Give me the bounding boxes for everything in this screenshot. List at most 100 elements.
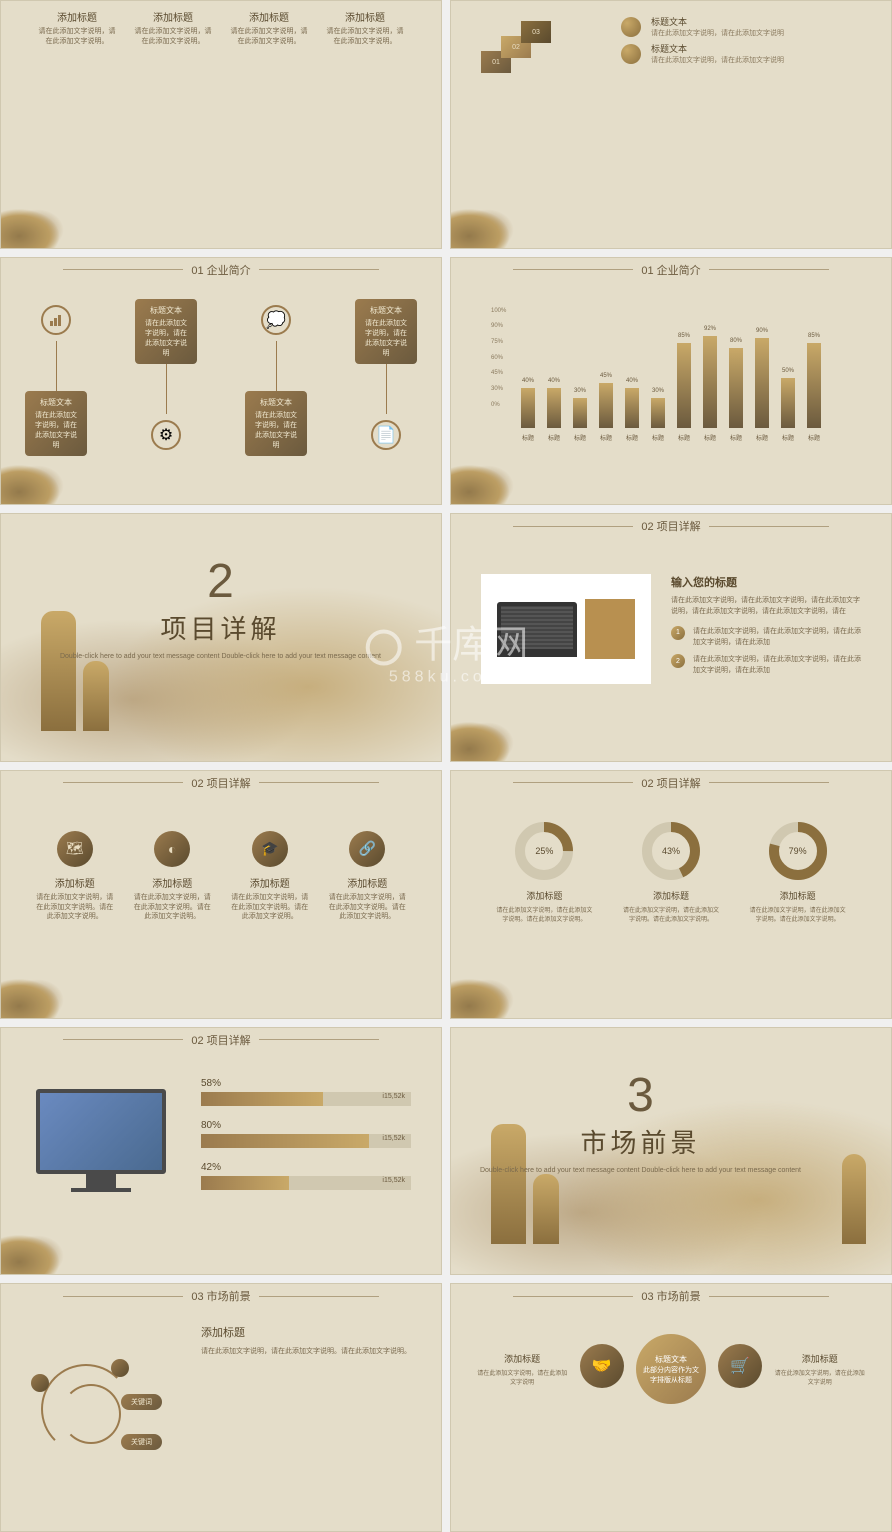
doc-icon: 📄 bbox=[371, 420, 401, 450]
icon-col: 添加标题 请在此添加文字说明，请在此添加文字说明 bbox=[775, 1352, 865, 1386]
bar: 30%标题 bbox=[573, 398, 587, 428]
timeline-box: 标题文本请在此添加文字说明，请在此添加文字说明 bbox=[245, 391, 307, 456]
map-icon: 🗺 bbox=[57, 831, 93, 867]
bullet-row: 2 请在此添加文字说明，请在此添加文字说明，请在此添加文字说明，请在此添加 bbox=[671, 654, 861, 676]
content-title: 添加标题 bbox=[201, 1324, 411, 1340]
slide-header: 02 项目详解 bbox=[1, 775, 441, 791]
bar: 92%标题 bbox=[703, 336, 717, 428]
item-title: 添加标题 bbox=[132, 875, 212, 890]
content-title: 输入您的标题 bbox=[671, 574, 861, 590]
item-desc: 请在此添加文字说明，请在此添加文字说明。 bbox=[229, 27, 309, 47]
gear-icon: ⚙ bbox=[151, 420, 181, 450]
section-number: 2 bbox=[60, 554, 381, 609]
section-number: 3 bbox=[480, 1068, 801, 1123]
progress-row: 58%i15,52k bbox=[201, 1078, 411, 1106]
slide-progress: 02 项目详解 58%i15,52k80%i15,52k42%i15,52k bbox=[0, 1027, 442, 1276]
slide-1b: 01 02 03 标题文本 请在此添加文字说明，请在此添加文字说明 标题文本 请… bbox=[450, 0, 892, 249]
leaf-decoration bbox=[451, 701, 541, 761]
bullet-number: 1 bbox=[671, 626, 685, 640]
chart-icon bbox=[41, 305, 71, 335]
thought-icon: 💭 bbox=[261, 305, 291, 335]
bar: 50%标题 bbox=[781, 378, 795, 428]
icon-col: ◐ 添加标题 请在此添加文字说明，请在此添加文字说明。请在此添加文字说明。 bbox=[132, 831, 212, 922]
item-col: 添加标题 请在此添加文字说明，请在此添加文字说明。 bbox=[133, 9, 213, 47]
item-title: 添加标题 bbox=[477, 1352, 567, 1365]
feature-row: 标题文本 请在此添加文字说明，请在此添加文字说明 bbox=[621, 15, 861, 38]
keyword-label: 关键词 bbox=[121, 1434, 162, 1450]
slide-header: 02 项目详解 bbox=[451, 518, 891, 534]
slide-timeline: 01 企业简介 标题文本请在此添加文字说明，请在此添加文字说明 标题文本请在此添… bbox=[0, 257, 442, 506]
ring-chart-group: 25%添加标题请在此添加文字说明，请在此添加文字说明。请在此添加文字说明。43%… bbox=[451, 791, 891, 933]
feature-title: 标题文本 bbox=[651, 15, 784, 28]
timeline-box: 标题文本请在此添加文字说明，请在此添加文字说明 bbox=[135, 299, 197, 364]
slide-header: 02 项目详解 bbox=[451, 775, 891, 791]
cart-icon: 🛒 bbox=[718, 1344, 762, 1388]
item-title: 添加标题 bbox=[325, 9, 405, 24]
bullet-text: 请在此添加文字说明，请在此添加文字说明，请在此添加文字说明，请在此添加 bbox=[693, 626, 861, 648]
keyword-diagram: 关键词 关键词 bbox=[31, 1354, 171, 1474]
bar: 30%标题 bbox=[651, 398, 665, 428]
item-title: 添加标题 bbox=[229, 9, 309, 24]
building-shape bbox=[533, 1174, 559, 1244]
slide-barchart: 01 企业简介 100%90%75%60%45%30%0% 40%标题40%标题… bbox=[450, 257, 892, 506]
item-desc: 请在此添加文字说明，请在此添加文字说明。请在此添加文字说明。 bbox=[35, 893, 115, 922]
slide-four-icons: 02 项目详解 🗺 添加标题 请在此添加文字说明，请在此添加文字说明。请在此添加… bbox=[0, 770, 442, 1019]
image-placeholder bbox=[481, 574, 651, 684]
leaf-decoration bbox=[1, 444, 91, 504]
item-col: 添加标题 请在此添加文字说明，请在此添加文字说明。 bbox=[229, 9, 309, 47]
icon-col: 添加标题 请在此添加文字说明，请在此添加文字说明 bbox=[477, 1352, 567, 1386]
feature-desc: 请在此添加文字说明，请在此添加文字说明 bbox=[651, 28, 784, 38]
slide-rings: 02 项目详解 25%添加标题请在此添加文字说明，请在此添加文字说明。请在此添加… bbox=[450, 770, 892, 1019]
item-title: 添加标题 bbox=[35, 875, 115, 890]
bar: 40%标题 bbox=[521, 388, 535, 428]
ring-col: 79%添加标题请在此添加文字说明，请在此添加文字说明。请在此添加文字说明。 bbox=[748, 821, 848, 923]
item-title: 添加标题 bbox=[133, 9, 213, 24]
slide-1a: 添加标题 请在此添加文字说明，请在此添加文字说明。 添加标题 请在此添加文字说明… bbox=[0, 0, 442, 249]
keyword-label: 关键词 bbox=[121, 1394, 162, 1410]
grad-icon: 🎓 bbox=[252, 831, 288, 867]
leaf-decoration bbox=[451, 188, 541, 248]
leaf-decoration bbox=[1, 1214, 91, 1274]
section-content: 3 市场前景 Double-click here to add your tex… bbox=[480, 1068, 801, 1176]
slide-grid: 添加标题 请在此添加文字说明，请在此添加文字说明。 添加标题 请在此添加文字说明… bbox=[0, 0, 892, 1532]
slide-header: 01 企业简介 bbox=[1, 262, 441, 278]
item-desc: 请在此添加文字说明，请在此添加文字说明。请在此添加文字说明。 bbox=[327, 893, 407, 922]
progress-row: 80%i15,52k bbox=[201, 1120, 411, 1148]
item-title: 添加标题 bbox=[775, 1352, 865, 1365]
section-title: 项目详解 bbox=[60, 609, 381, 646]
slide-keywords: 03 市场前景 关键词 关键词 添加标题 请在此添加文字说明，请在此添加文字说明… bbox=[0, 1283, 442, 1532]
item-title: 添加标题 bbox=[230, 875, 310, 890]
leaf-decoration bbox=[451, 444, 541, 504]
section-title: 市场前景 bbox=[480, 1123, 801, 1160]
bar: 40%标题 bbox=[625, 388, 639, 428]
handshake-icon: 🤝 bbox=[580, 1344, 624, 1388]
content-para: 请在此添加文字说明，请在此添加文字说明，请在此添加文字说明，请在此添加文字说明，… bbox=[671, 595, 861, 617]
item-desc: 请在此添加文字说明，请在此添加文字说明。请在此添加文字说明。 bbox=[230, 893, 310, 922]
bar: 45%标题 bbox=[599, 383, 613, 428]
building-shape bbox=[842, 1154, 866, 1244]
bar: 90%标题 bbox=[755, 338, 769, 428]
item-col: 添加标题 请在此添加文字说明，请在此添加文字说明。 bbox=[37, 9, 117, 47]
feature-icon bbox=[621, 17, 641, 37]
slide-three-icons: 03 市场前景 添加标题 请在此添加文字说明，请在此添加文字说明 🤝 标题文本 … bbox=[450, 1283, 892, 1532]
leaf-decoration bbox=[1, 958, 91, 1018]
monitor-image bbox=[31, 1089, 171, 1192]
item-title: 添加标题 bbox=[37, 9, 117, 24]
item-desc: 请在此添加文字说明，请在此添加文字说明。请在此添加文字说明。 bbox=[132, 893, 212, 922]
icon-col: 🎓 添加标题 请在此添加文字说明，请在此添加文字说明。请在此添加文字说明。 bbox=[230, 831, 310, 922]
timeline: 标题文本请在此添加文字说明，请在此添加文字说明 标题文本请在此添加文字说明，请在… bbox=[1, 298, 441, 458]
gauge-icon: ◐ bbox=[154, 831, 190, 867]
ring-col: 43%添加标题请在此添加文字说明，请在此添加文字说明。请在此添加文字说明。 bbox=[621, 821, 721, 923]
item-col: 添加标题 请在此添加文字说明，请在此添加文字说明。 bbox=[325, 9, 405, 47]
item-desc: 请在此添加文字说明，请在此添加文字说明。 bbox=[133, 27, 213, 47]
item-desc: 请在此添加文字说明，请在此添加文字说明 bbox=[775, 1368, 865, 1386]
y-axis: 100%90%75%60%45%30%0% bbox=[491, 308, 506, 408]
timeline-box: 标题文本请在此添加文字说明，请在此添加文字说明 bbox=[355, 299, 417, 364]
bar: 80%标题 bbox=[729, 348, 743, 428]
building-shape bbox=[83, 661, 109, 731]
feature-title: 标题文本 bbox=[651, 42, 784, 55]
icon-col: 🔗 添加标题 请在此添加文字说明，请在此添加文字说明。请在此添加文字说明。 bbox=[327, 831, 407, 922]
slide-header: 03 市场前景 bbox=[1, 1288, 441, 1304]
slide-content-image: 02 项目详解 输入您的标题 请在此添加文字说明，请在此添加文字说明，请在此添加… bbox=[450, 513, 892, 762]
section-subtitle: Double-click here to add your text messa… bbox=[60, 652, 381, 662]
